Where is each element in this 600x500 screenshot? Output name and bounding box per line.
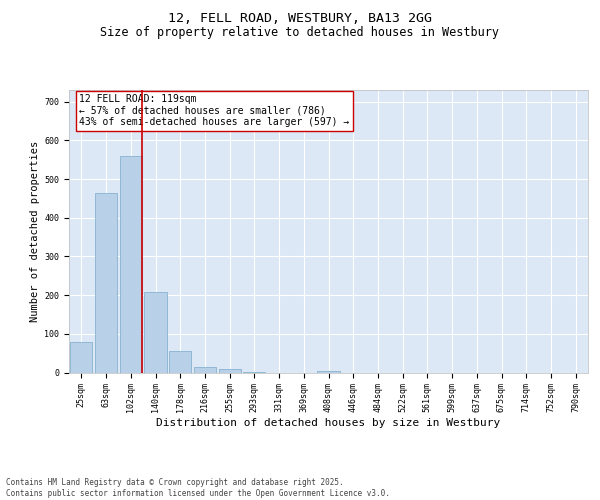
Y-axis label: Number of detached properties: Number of detached properties [30,140,40,322]
Bar [119,156,142,372]
Text: 12 FELL ROAD: 119sqm
← 57% of detached houses are smaller (786)
43% of semi-deta: 12 FELL ROAD: 119sqm ← 57% of detached h… [79,94,350,128]
Bar [317,370,340,372]
Text: 12, FELL ROAD, WESTBURY, BA13 2GG: 12, FELL ROAD, WESTBURY, BA13 2GG [168,12,432,26]
Bar [145,292,167,372]
Bar [95,192,117,372]
Bar [218,370,241,372]
X-axis label: Distribution of detached houses by size in Westbury: Distribution of detached houses by size … [157,418,500,428]
Bar [169,351,191,372]
Text: Size of property relative to detached houses in Westbury: Size of property relative to detached ho… [101,26,499,39]
Bar [70,342,92,372]
Text: Contains HM Land Registry data © Crown copyright and database right 2025.
Contai: Contains HM Land Registry data © Crown c… [6,478,390,498]
Bar [194,366,216,372]
